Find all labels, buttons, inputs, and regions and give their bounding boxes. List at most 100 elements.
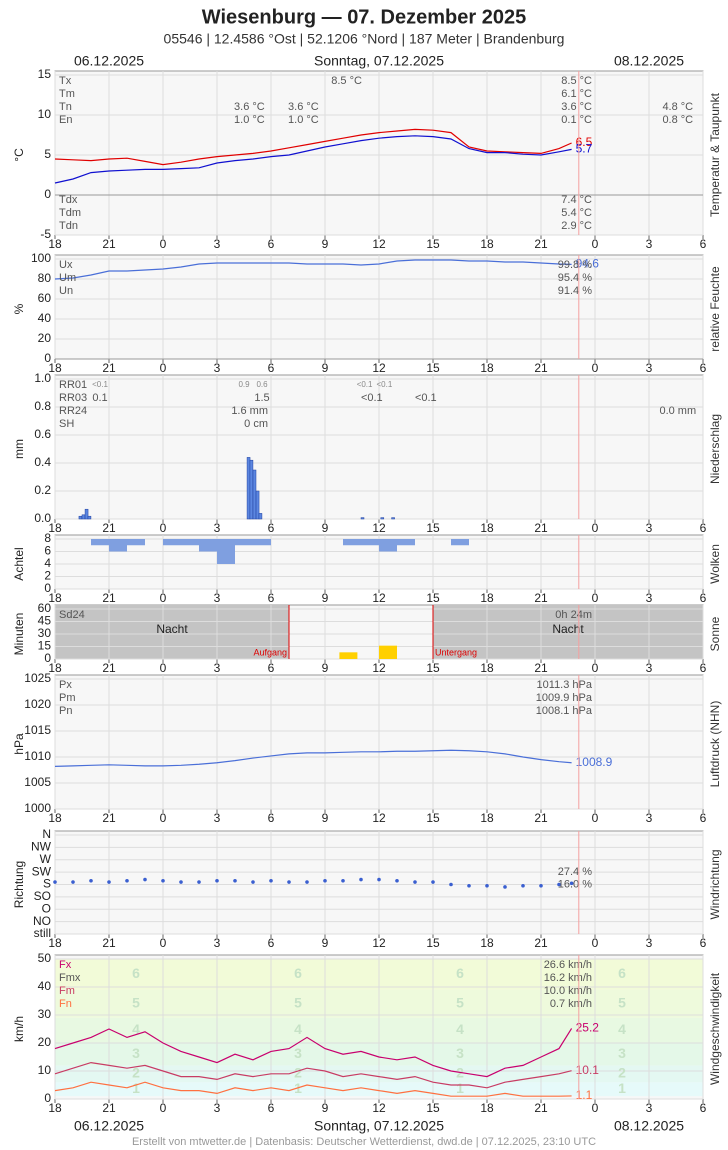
y-tick-label: O [42,901,51,915]
x-tick-label: 0 [160,661,167,675]
y-axis-label: mm [12,439,26,459]
bar [252,469,257,520]
x-tick-label: 0 [160,361,167,375]
date-right: 08.12.2025 [614,53,684,69]
y-tick-label: 0 [44,651,51,665]
beaufort-label: 1 [132,1080,140,1096]
y-tick-label: 30 [38,1007,52,1021]
stat-value: 27.4 % [558,866,592,878]
subtitle: 05546 | 12.4586 °Ost | 52.1206 °Nord | 1… [164,31,565,47]
end-label: 1008.9 [576,755,613,769]
y-tick-label: 100 [31,251,51,265]
stat-value: 0 cm [244,418,268,430]
y-tick-label: 40 [38,979,52,993]
stat-value: 99.8 % [558,259,592,271]
cloud-bar [235,539,253,546]
date-center: Sonntag, 07.12.2025 [314,53,444,69]
x-tick-label: 21 [534,1101,548,1115]
x-tick-label: 9 [322,521,329,535]
night-label: Nacht [156,622,188,636]
y-tick-label: 20 [38,1035,52,1049]
x-tick-label: 15 [426,237,440,251]
x-tick-label: 3 [214,661,221,675]
x-tick-label: 18 [480,661,494,675]
x-tick-label: 6 [268,361,275,375]
title: Wiesenburg — 07. Dezember 2025 [202,6,526,28]
date-center: Sonntag, 07.12.2025 [314,1118,444,1134]
y-tick-label: 10 [38,107,52,121]
x-tick-label: 9 [322,237,329,251]
stat-value: 5.4 °C [561,207,592,219]
x-tick-label: 0 [160,811,167,825]
note: 0.6 [256,380,268,389]
x-tick-label: 15 [426,1101,440,1115]
stat-value: 10.0 km/h [544,985,592,997]
direction-dot [449,882,453,887]
stat-label: Tdm [59,207,81,219]
cloud-bar [109,539,127,552]
date-right: 08.12.2025 [614,1118,684,1134]
y-tick-label: S [43,877,51,891]
bar [249,459,254,520]
stat-value: 1011.3 hPa [537,679,593,691]
x-tick-label: 15 [426,936,440,950]
x-tick-label: 15 [426,811,440,825]
x-tick-label: 3 [214,361,221,375]
note: 0.0 mm [659,405,696,417]
x-tick-label: 3 [214,811,221,825]
y-tick-label: 1005 [24,775,51,789]
direction-dot [467,883,471,888]
x-tick-label: 12 [372,591,386,605]
panel-title: Wolken [708,544,722,584]
x-tick-label: 3 [214,591,221,605]
stat-value: 26.6 km/h [544,959,592,971]
x-tick-label: 0 [160,1101,167,1115]
beaufort-label: 4 [456,1021,464,1037]
x-tick-label: 6 [268,661,275,675]
x-tick-label: 12 [372,1101,386,1115]
bar [380,517,385,520]
note: <0.1 [92,380,108,389]
stat-label: Pn [59,705,72,717]
stat-label: Tm [59,88,75,100]
x-tick-label: 0 [160,591,167,605]
x-tick-label: 18 [48,521,62,535]
y-tick-label: still [34,926,51,940]
stat-label: Ux [59,259,73,271]
x-tick-label: 6 [700,936,707,950]
y-axis-label: °C [12,148,26,162]
x-tick-label: 21 [534,811,548,825]
stat-value: 7.4 °C [561,194,592,206]
direction-dot [569,881,574,886]
direction-dot [341,878,345,883]
x-tick-label: 3 [646,1101,653,1115]
direction-dot [485,883,489,888]
beaufort-label: 5 [618,995,626,1011]
night [55,605,289,659]
direction-dot [395,878,399,883]
stat-value: 95.4 % [558,272,592,284]
direction-dot [89,878,93,883]
bar [255,490,260,520]
y-tick-label: 1025 [24,671,51,685]
x-tick-label: 21 [102,591,116,605]
y-tick-label: 0 [44,351,51,365]
y-axis-label: % [12,303,26,314]
x-tick-label: 18 [48,361,62,375]
y-tick-label: 30 [38,626,52,640]
stat-label: Fm [59,985,75,997]
x-tick-label: 21 [534,661,548,675]
y-tick-label: 15 [38,67,52,81]
direction-dot [71,880,75,884]
note: 3.6 °C [288,101,319,113]
note: <0.1 [361,392,383,404]
x-tick-label: 21 [102,521,116,535]
stat-label: Tn [59,101,72,113]
x-tick-label: 6 [268,591,275,605]
end-label: 6.5 [576,135,593,149]
y-axis-label: km/h [12,1016,26,1042]
x-tick-label: 9 [322,811,329,825]
x-tick-label: 18 [48,1101,62,1115]
end-label: 5.7 [576,142,593,156]
x-tick-label: 21 [534,237,548,251]
